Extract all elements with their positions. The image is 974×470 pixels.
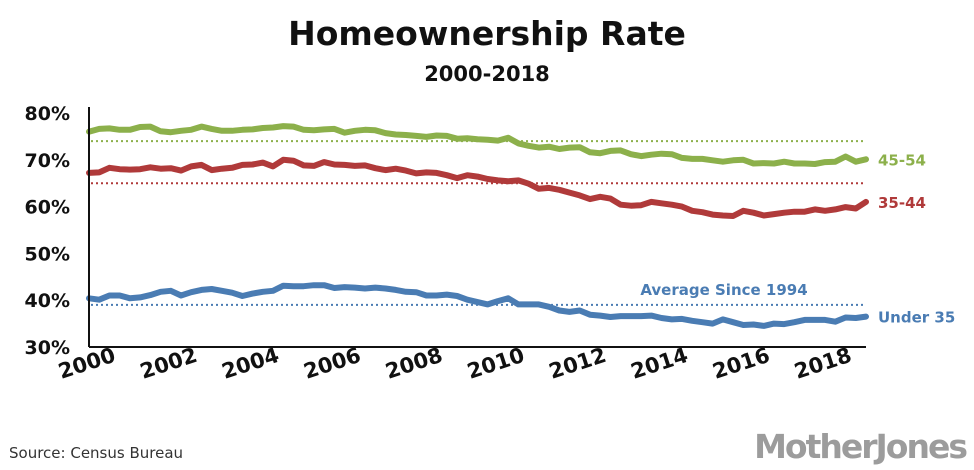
y-tick-label-3: 50%: [25, 243, 70, 265]
x-tick-label-6: 2012: [546, 343, 609, 384]
x-tick-label-9: 2018: [791, 343, 854, 384]
average-lines: Average Since 1994: [91, 140, 866, 306]
y-tick-label-0: 80%: [25, 103, 70, 125]
x-tick-label-3: 2006: [301, 343, 364, 384]
series-lines: [86, 123, 869, 329]
series-labels: 45-54 35-44 Under 35: [878, 151, 955, 326]
brand-logo: MotherJones: [754, 427, 967, 466]
y-tick-label-1: 70%: [25, 150, 70, 172]
series-label-45-54: 45-54: [878, 151, 926, 169]
series-line-35-44: [86, 156, 869, 219]
series-label-under-35: Under 35: [878, 309, 955, 327]
x-tick-label-5: 2010: [464, 343, 527, 384]
series-line-under-35: [86, 282, 869, 329]
chart-title: Homeownership Rate: [288, 14, 686, 53]
series-line-45-54: [86, 123, 869, 167]
y-tick-label-4: 40%: [25, 290, 70, 312]
x-tick-label-1: 2002: [137, 343, 200, 384]
x-tick-label-7: 2014: [628, 343, 691, 384]
x-axis-ticks: 2000 2002 2004 2006 2008 2010 2012 2014 2016 2018: [55, 343, 854, 384]
average-label: Average Since 1994: [640, 281, 807, 299]
x-tick-label-8: 2016: [710, 343, 773, 384]
x-tick-label-4: 2008: [382, 343, 445, 384]
source-note: Source: Census Bureau: [9, 444, 183, 462]
y-tick-label-2: 60%: [25, 197, 70, 219]
y-axis-ticks: 80% 70% 60% 50% 40% 30%: [25, 103, 70, 359]
chart-subtitle: 2000-2018: [424, 62, 550, 86]
x-tick-label-2: 2004: [219, 343, 282, 384]
y-tick-label-5: 30%: [25, 337, 70, 359]
series-label-35-44: 35-44: [878, 194, 926, 212]
